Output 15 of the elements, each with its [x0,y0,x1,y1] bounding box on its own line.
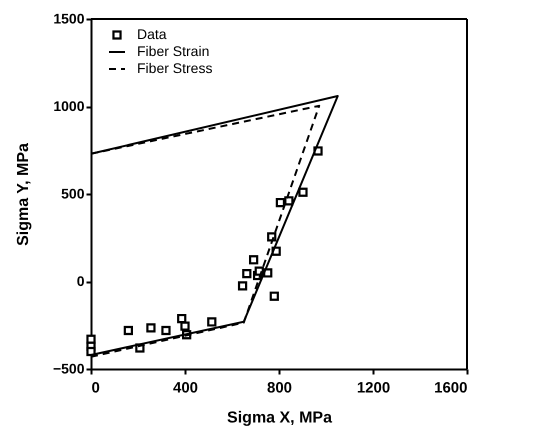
y-tick-label: −500 [52,360,85,376]
y-tick-label: 500 [61,186,85,202]
x-tick-label: 1600 [434,380,468,396]
legend-label: Data [137,26,167,42]
y-tick-label: 1000 [53,98,85,114]
x-axis-title: Sigma X, MPa [227,410,332,426]
x-tick-label: 800 [266,380,292,396]
x-tick-label: 0 [92,380,100,396]
x-tick-label: 1200 [356,380,390,396]
y-tick-label: 0 [76,273,85,289]
y-tick-label: 1500 [53,10,85,26]
legend-label: Fiber Strain [137,43,210,59]
y-axis-title: Sigma Y, MPa [14,142,32,246]
legend-label: Fiber Stress [137,60,212,76]
x-tick-label: 400 [172,380,198,396]
